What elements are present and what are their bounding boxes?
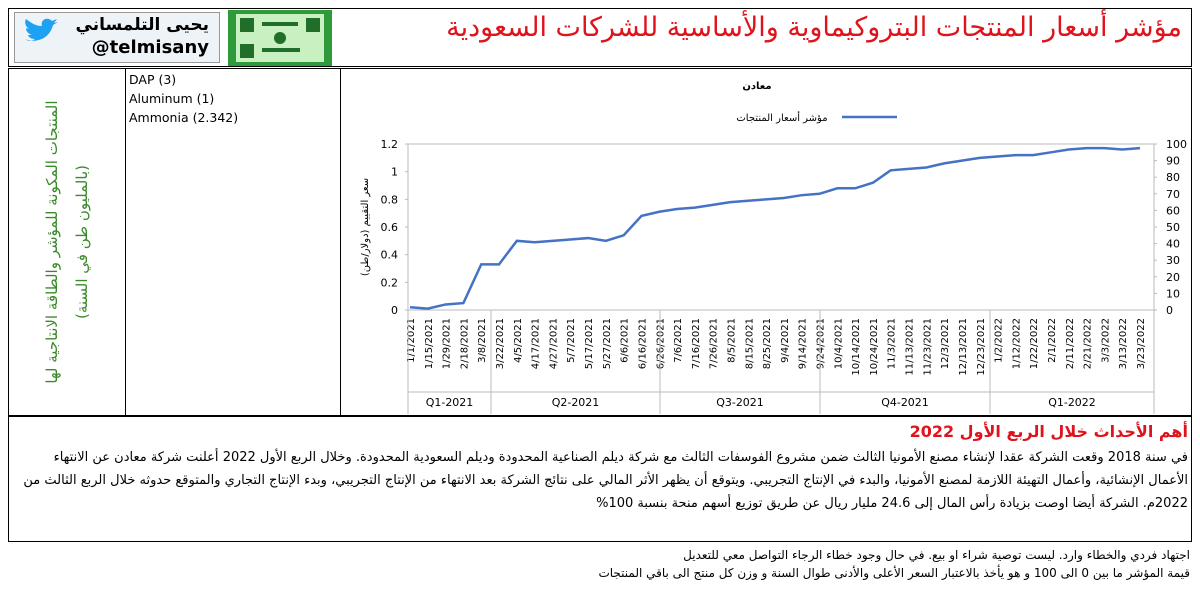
- x-tick-label: 3/8/2021: [477, 318, 488, 363]
- x-tick-label: 1/1/2021: [406, 318, 417, 363]
- product: Ammonia (2.342): [129, 110, 239, 125]
- quarter-label: Q1-2022: [1048, 396, 1096, 409]
- y2-tick-label: 0: [1166, 304, 1173, 317]
- quarter-label: Q1-2021: [426, 396, 474, 409]
- x-tick-label: 6/26/2021: [655, 318, 666, 369]
- y2-tick-label: 30: [1166, 254, 1180, 267]
- x-tick-label: 11/23/2021: [922, 318, 933, 376]
- page-title: مؤشر أسعار المنتجات البتروكيماوية والأسا…: [446, 12, 1182, 43]
- handle: @telmisany: [91, 37, 209, 58]
- y2-tick-label: 40: [1166, 238, 1180, 251]
- products-list: DAP (3) Aluminum (1) Ammonia (2.342): [129, 70, 238, 127]
- y-tick-label: 1.2: [381, 138, 399, 151]
- y2-tick-label: 90: [1166, 155, 1180, 168]
- x-tick-label: 7/6/2021: [673, 318, 684, 363]
- x-tick-label: 3/3/2022: [1100, 318, 1111, 363]
- events-heading: أهم الأحداث خلال الربع الأول 2022: [909, 422, 1188, 441]
- x-tick-label: 3/13/2022: [1118, 318, 1129, 369]
- products-column: [125, 68, 341, 416]
- x-tick-label: 6/6/2021: [620, 318, 631, 363]
- x-tick-label: 12/13/2021: [958, 318, 969, 376]
- x-tick-label: 2/11/2022: [1065, 318, 1076, 369]
- products-heading: المنتجات المكونة للمؤشر والطاقة الانتاجي…: [42, 100, 91, 384]
- x-tick-label: 4/27/2021: [548, 318, 559, 369]
- x-tick-label: 12/23/2021: [976, 318, 987, 376]
- main-panel: [8, 68, 1192, 416]
- x-tick-label: 4/17/2021: [531, 318, 542, 369]
- x-tick-label: 8/5/2021: [726, 318, 737, 363]
- y2-tick-label: 70: [1166, 188, 1180, 201]
- x-tick-label: 10/14/2021: [851, 318, 862, 376]
- y2-tick-label: 20: [1166, 271, 1180, 284]
- x-tick-label: 10/24/2021: [869, 318, 880, 376]
- author: يحيى التلمساني: [75, 15, 209, 35]
- qr-code: [228, 10, 332, 66]
- x-tick-label: 2/21/2022: [1083, 318, 1094, 369]
- x-tick-label: 11/13/2021: [905, 318, 916, 376]
- y-axis-label: سعر التقييم (دولار/طن): [360, 178, 371, 276]
- x-tick-label: 4/5/2021: [513, 318, 524, 363]
- events-text: في سنة 2018 وقعت الشركة عقدا لإنشاء مصنع…: [23, 450, 1188, 511]
- y2-tick-label: 10: [1166, 287, 1180, 300]
- x-tick-label: 5/17/2021: [584, 318, 595, 369]
- y-tick-label: 1: [391, 166, 398, 179]
- legend-label: مؤشر أسعار المنتجات: [736, 111, 827, 124]
- x-tick-label: 9/14/2021: [798, 318, 809, 369]
- x-tick-label: 6/16/2021: [637, 318, 648, 369]
- x-tick-label: 8/25/2021: [762, 318, 773, 369]
- x-tick-label: 9/24/2021: [816, 318, 827, 369]
- header: [8, 8, 1192, 67]
- y2-tick-label: 100: [1166, 138, 1187, 151]
- plot-frame: [407, 143, 1155, 311]
- x-tick-label: 1/12/2022: [1011, 318, 1022, 369]
- x-tick-label: 5/27/2021: [602, 318, 613, 369]
- quarter-label: Q2-2021: [552, 396, 600, 409]
- y-tick-label: 0.2: [381, 276, 399, 289]
- series-line: [409, 146, 1141, 310]
- quarter-label: Q3-2021: [716, 396, 764, 409]
- x-tick-label: 1/2/2022: [994, 318, 1005, 363]
- x-tick-label: 5/7/2021: [566, 318, 577, 363]
- x-tick-label: 8/15/2021: [744, 318, 755, 369]
- x-tick-label: 7/16/2021: [691, 318, 702, 369]
- y2-tick-label: 60: [1166, 204, 1180, 217]
- y-tick-label: 0: [391, 304, 398, 317]
- x-tick-label: 1/15/2021: [424, 318, 435, 369]
- twitter-icon: [25, 18, 58, 41]
- events-panel: [8, 416, 1192, 542]
- x-tick-label: 1/22/2022: [1029, 318, 1040, 369]
- twitter-badge: يحيى التلمساني @telmisany: [14, 12, 220, 63]
- footer-line: اجتهاد فردي والخطاء وارد. ليست توصية شرا…: [683, 548, 1190, 562]
- y-tick-label: 0.8: [381, 193, 399, 206]
- x-tick-label: 9/4/2021: [780, 318, 791, 363]
- x-tick-label: 3/23/2022: [1136, 318, 1147, 369]
- y2-tick-label: 50: [1166, 221, 1180, 234]
- y2-tick-label: 80: [1166, 171, 1180, 184]
- chart-title: معادن: [742, 81, 771, 92]
- quarter-label: Q4-2021: [881, 396, 929, 409]
- footer: اجتهاد فردي والخطاء وارد. ليست توصية شرا…: [598, 546, 1190, 582]
- x-tick-label: 11/3/2021: [887, 318, 898, 369]
- x-tick-label: 3/22/2021: [495, 318, 506, 369]
- x-tick-label: 10/4/2021: [833, 318, 844, 369]
- products-heading-box: المنتجات المكونة للمؤشر والطاقة الانتاجي…: [10, 70, 123, 414]
- y-tick-label: 0.6: [381, 221, 399, 234]
- x-tick-label: 1/29/2021: [442, 318, 453, 369]
- y-tick-label: 0.4: [381, 249, 399, 262]
- x-tick-label: 2/1/2022: [1047, 318, 1058, 363]
- product: Aluminum (1): [129, 91, 215, 106]
- chart: معادن 0 0.2 0.4 0.6 0.8 1 1.2 0 10 20 30 40 50 60 70 80…: [360, 81, 1187, 414]
- footer-line: قيمة المؤشر ما بين 0 الى 100 و هو يأخذ ب…: [598, 566, 1190, 580]
- x-tick-label: 12/3/2021: [940, 318, 951, 369]
- x-tick-label: 7/26/2021: [709, 318, 720, 369]
- product: DAP (3): [129, 72, 177, 87]
- x-tick-label: 2/18/2021: [459, 318, 470, 369]
